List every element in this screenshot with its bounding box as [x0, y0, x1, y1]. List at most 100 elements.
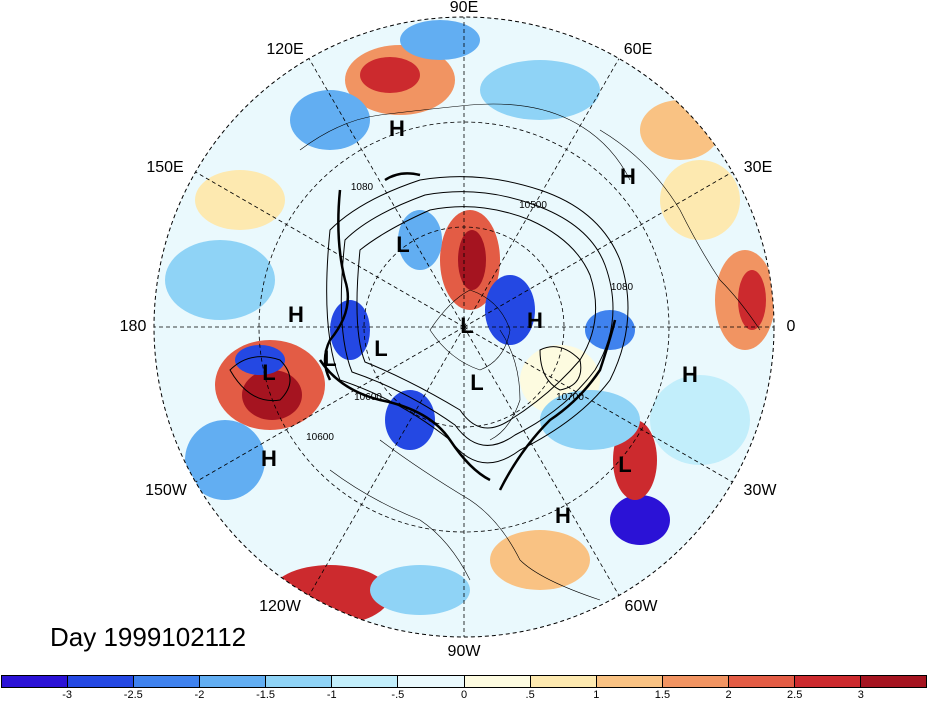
contour-line: [323, 189, 350, 381]
longitude-label: 30W: [743, 482, 777, 499]
anomaly-patch: [185, 420, 265, 500]
colorbar-cell: [662, 676, 729, 687]
anomaly-patch: [398, 210, 442, 270]
colorbar-tick-label: -1: [326, 689, 337, 701]
high-pressure-center: H: [389, 116, 405, 141]
colorbar-tick-label: 2: [725, 689, 732, 701]
contour-line: [340, 191, 614, 446]
high-pressure-center: H: [620, 164, 636, 189]
colorbar-cell: [134, 676, 201, 687]
colorbar-cell: [332, 676, 399, 687]
anomaly-shading: [165, 20, 774, 625]
colorbar-cell: [266, 676, 333, 687]
longitude-label: 90W: [447, 643, 481, 660]
longitude-label: 120E: [266, 41, 304, 58]
high-pressure-center: H: [555, 503, 571, 528]
coastline: [329, 469, 471, 581]
longitude-label: 30E: [743, 159, 773, 176]
colorbar-tick-label: 0: [460, 689, 468, 701]
colorbar-cell: [398, 676, 465, 687]
contour-value-label: 1080: [611, 282, 634, 293]
day-label: Day 1999102112: [50, 622, 247, 652]
meridian-line: [463, 58, 620, 328]
colorbar-tick-label: -3: [62, 689, 73, 701]
high-pressure-center: H: [261, 446, 277, 471]
contour-line: [318, 359, 491, 482]
colorbar-tick-label: 3: [857, 689, 864, 701]
coastline: [599, 129, 761, 331]
low-pressure-center: L: [470, 370, 483, 395]
meridian-line: [308, 58, 465, 328]
contour-value-label: 10600: [354, 392, 382, 403]
anomaly-patch: [738, 270, 766, 330]
meridian-line: [463, 326, 620, 596]
low-pressure-center: L: [374, 336, 387, 361]
contour-line: [539, 346, 582, 391]
coastline: [379, 439, 601, 601]
anomaly-patch: [650, 375, 750, 465]
longitude-label: 120W: [259, 598, 301, 615]
meridian-line: [195, 326, 465, 483]
colorbar-cell: [596, 676, 663, 687]
anomaly-patch: [360, 57, 420, 93]
anomaly-patch: [610, 495, 670, 545]
colorbar-tick-label: -2.5: [123, 689, 143, 701]
contour-labels: 1080 10500 1080 10600 10600 10700: [306, 182, 633, 443]
colorbar-tick-label: 1.5: [654, 689, 671, 701]
colorbar-cell: [68, 676, 135, 687]
anomaly-patch: [165, 240, 275, 320]
height-contours: [229, 172, 629, 491]
high-pressure-center: H: [527, 308, 543, 333]
colorbar-tick-label: 1: [593, 689, 600, 701]
anomaly-patch: [195, 170, 285, 230]
contour-value-label: 10500: [519, 200, 547, 211]
longitude-label: 150E: [146, 159, 184, 176]
low-pressure-center: L: [618, 452, 631, 477]
contour-value-label: 10600: [306, 432, 334, 443]
map-border: [153, 16, 775, 638]
anomaly-patch: [585, 310, 635, 350]
colorbar-cell: [2, 676, 69, 687]
meridians: [154, 17, 774, 637]
longitude-label: 60E: [623, 41, 653, 58]
colorbar-tick-label: -2: [194, 689, 205, 701]
graticule: [154, 17, 774, 637]
contour-value-label: 1080: [351, 182, 374, 193]
low-pressure-center: L: [323, 346, 336, 371]
anomaly-patch: [458, 230, 486, 290]
contour-line: [229, 356, 291, 402]
anomaly-patch: [290, 90, 370, 150]
anomaly-patch: [242, 370, 302, 420]
low-pressure-center: L: [396, 232, 409, 257]
anomaly-patch: [640, 100, 720, 160]
meridian-line: [308, 326, 465, 596]
longitude-label: 90E: [449, 0, 479, 16]
coastline: [429, 289, 511, 371]
low-pressure-center: L: [262, 360, 275, 385]
colorbar-cell: [200, 676, 267, 687]
anomaly-patch: [490, 530, 590, 590]
longitude-label: 180: [119, 318, 147, 335]
high-pressure-center: H: [288, 302, 304, 327]
colorbar-cell: [861, 676, 927, 687]
colorbar-cell: [794, 676, 862, 687]
coastline: [299, 103, 631, 181]
colorbar-tick-label: .5: [525, 689, 535, 701]
colorbar-cell: [530, 676, 597, 687]
anomaly-patch: [540, 390, 640, 450]
meridian-line: [463, 326, 733, 483]
meridian-line: [463, 171, 733, 328]
contour-value-label: 10700: [556, 392, 584, 403]
meridian-line: [195, 171, 465, 328]
colorbar-tick-label: 2.5: [787, 689, 803, 701]
anomaly-patch: [370, 565, 470, 615]
longitude-label: 0: [786, 318, 796, 335]
colorbar-tick-label: -1.5: [256, 689, 276, 701]
anomaly-patch: [660, 160, 740, 240]
colorbar: [1, 675, 927, 688]
contour-line: [498, 319, 617, 491]
